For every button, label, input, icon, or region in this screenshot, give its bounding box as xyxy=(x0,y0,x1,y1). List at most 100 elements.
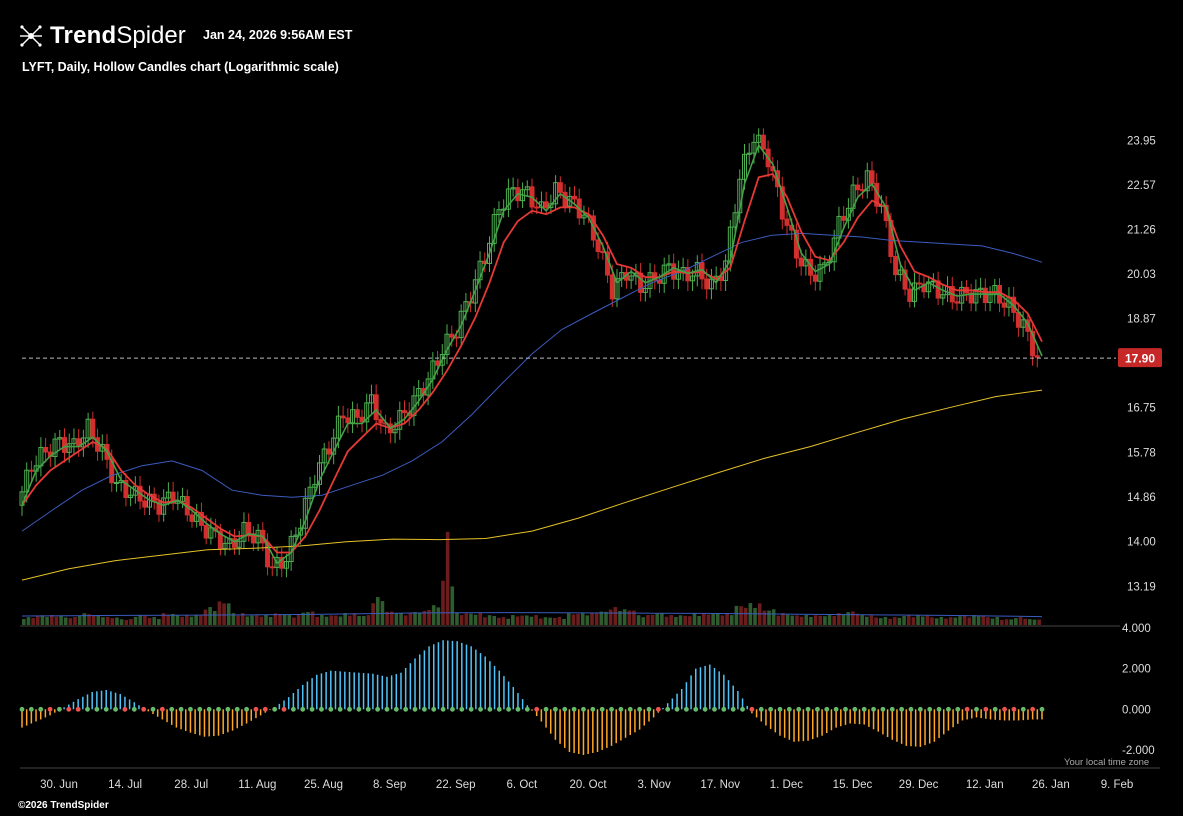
volume-bar xyxy=(334,615,338,625)
candle-body xyxy=(354,409,360,418)
candle-body xyxy=(902,269,908,290)
volume-bar xyxy=(348,615,352,625)
candle-body xyxy=(690,275,696,282)
oscillator-dot xyxy=(347,706,352,712)
volume-bar xyxy=(427,609,431,625)
price-tick-label: 21.26 xyxy=(1127,225,1156,237)
volume-bar xyxy=(972,615,976,625)
oscillator-dot xyxy=(262,706,268,712)
oscillator-dot xyxy=(459,706,465,712)
candle-body xyxy=(241,521,247,542)
volume-bar xyxy=(525,615,529,625)
candle-body xyxy=(609,274,615,300)
candle-body xyxy=(595,239,601,253)
volume-bar xyxy=(483,617,487,625)
oscillator-dot xyxy=(206,706,212,712)
volume-bar xyxy=(231,613,236,625)
volume-bar xyxy=(529,616,534,625)
oscillator-dot xyxy=(562,706,568,712)
volume-bar xyxy=(497,617,501,625)
volume-bar xyxy=(143,615,147,625)
volume-bar xyxy=(63,617,68,625)
volume-bar xyxy=(59,615,63,625)
oscillator-dot xyxy=(159,706,165,712)
oscillator-axis: 4.000 2.000 0.000 -2.000 xyxy=(1122,623,1155,757)
volume-bar xyxy=(827,615,832,625)
time-tick-label: 15. Dec xyxy=(833,779,873,791)
time-tick-label: 22. Sep xyxy=(436,779,476,791)
volume-bar xyxy=(511,615,515,625)
candle-body xyxy=(614,278,620,300)
volume-bar xyxy=(702,613,706,625)
oscillator-dot xyxy=(655,706,661,712)
candle-body xyxy=(841,215,847,221)
candle-body xyxy=(373,394,379,421)
candle-body xyxy=(317,462,322,485)
volume-bar xyxy=(189,616,194,625)
volume-bar xyxy=(49,615,54,625)
candle-body xyxy=(496,209,502,216)
volume-bar xyxy=(641,617,646,625)
volume-bar xyxy=(622,609,627,625)
volume-bar xyxy=(115,617,119,625)
volume-bar xyxy=(105,617,110,625)
candle-body xyxy=(666,263,672,266)
candle-body xyxy=(57,437,63,440)
time-axis: 30. Jun 14. Jul 28. Jul 11. Aug 25. Aug 8. Se… xyxy=(40,779,1133,791)
volume-bar xyxy=(161,613,166,625)
time-tick-label: 29. Dec xyxy=(899,779,939,791)
candle-body xyxy=(236,540,242,548)
candle-body xyxy=(505,188,511,210)
volume-bar xyxy=(1028,619,1032,625)
volume-bar xyxy=(981,615,986,625)
oscillator-dot xyxy=(403,706,409,712)
volume-bar xyxy=(734,605,739,625)
volume-bar xyxy=(916,615,920,625)
volume-bars xyxy=(21,531,1043,625)
candle-body xyxy=(298,527,304,536)
candle-body xyxy=(642,287,648,293)
volume-bar xyxy=(157,618,161,625)
time-tick-label: 12. Jan xyxy=(966,779,1004,791)
volume-bar xyxy=(799,616,804,625)
volume-bar xyxy=(986,617,990,625)
macd-oscillator xyxy=(19,640,1045,756)
volume-bar xyxy=(357,615,361,625)
oscillator-dot xyxy=(777,706,783,712)
oscillator-dot xyxy=(693,706,699,712)
volume-bar xyxy=(506,618,510,625)
candle-body xyxy=(85,418,91,439)
time-tick-label: 30. Jun xyxy=(40,779,78,791)
volume-bar xyxy=(841,614,846,625)
oscillator-dot xyxy=(599,706,605,712)
volume-bar xyxy=(855,613,860,625)
candle-body xyxy=(335,415,341,439)
volume-bar xyxy=(203,609,208,625)
volume-bar xyxy=(343,613,347,625)
volume-bar xyxy=(1009,619,1013,625)
candle-body xyxy=(694,262,700,277)
oscillator-dot xyxy=(815,706,820,712)
price-tick-label: 16.75 xyxy=(1127,403,1156,415)
volume-bar xyxy=(837,613,841,625)
volume-bar xyxy=(636,615,641,625)
volume-bar xyxy=(385,611,389,625)
volume-bar xyxy=(324,616,329,625)
sma-mid-line xyxy=(21,232,1043,532)
oscillator-dot xyxy=(131,706,137,712)
volume-bar xyxy=(990,618,995,625)
volume-bar xyxy=(273,613,278,625)
candle-body xyxy=(1034,355,1040,358)
volume-bar xyxy=(543,617,548,625)
volume-bar xyxy=(897,617,902,625)
candle-body xyxy=(817,264,823,282)
volume-bar xyxy=(627,610,632,625)
time-tick-label: 11. Aug xyxy=(238,779,276,791)
price-tick-label: 15.78 xyxy=(1127,447,1156,459)
volume-bar xyxy=(394,613,399,625)
volume-bar xyxy=(599,611,604,625)
candle-body xyxy=(581,214,587,219)
volume-bar xyxy=(865,616,869,625)
volume-bar xyxy=(860,615,864,625)
